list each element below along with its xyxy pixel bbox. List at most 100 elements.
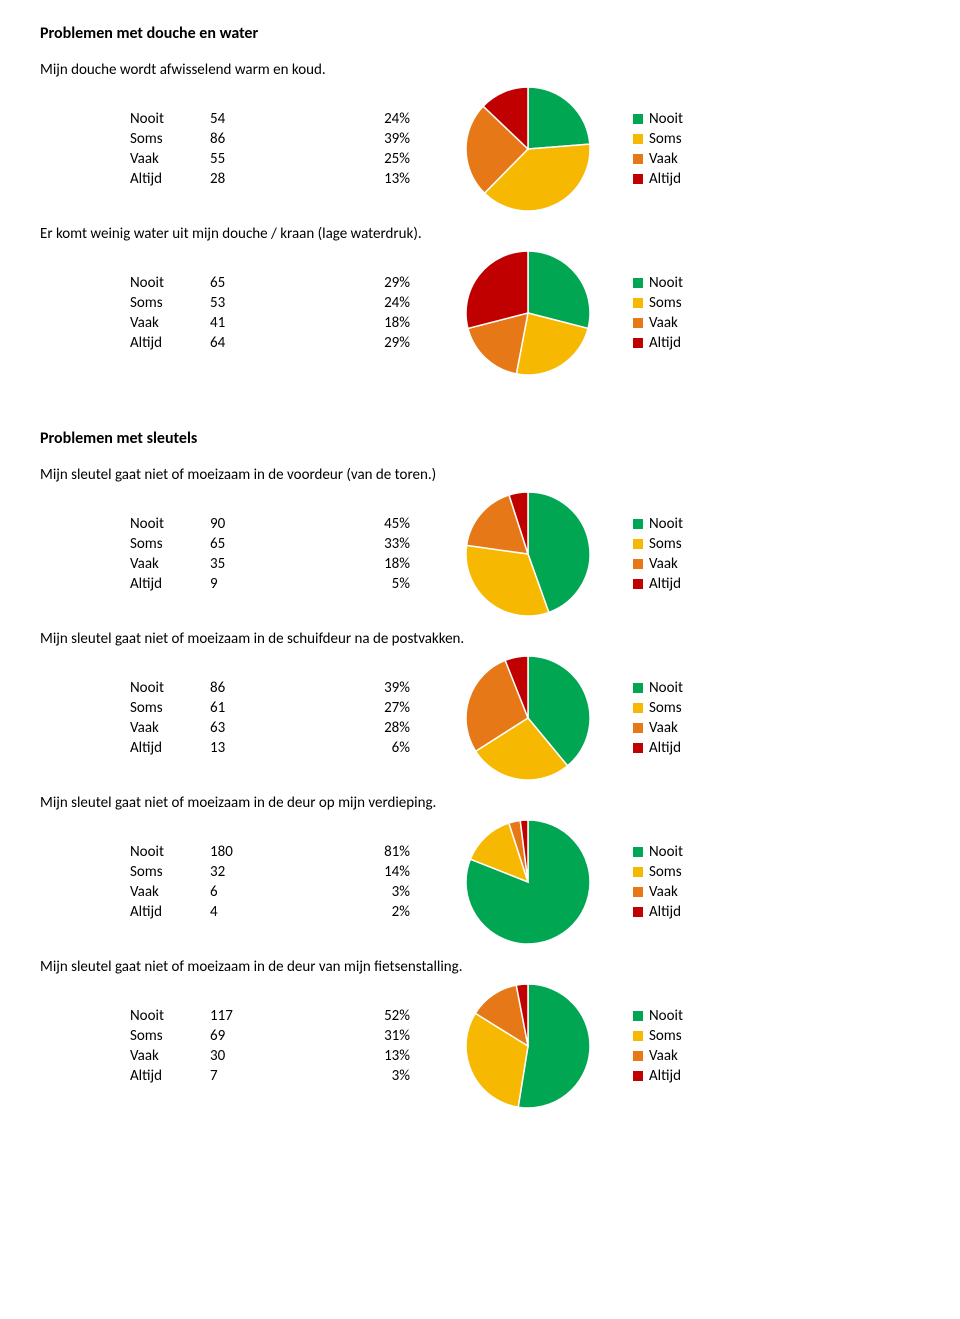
row-label: Nooit xyxy=(130,514,210,534)
question-text: Mijn sleutel gaat niet of moeizaam in de… xyxy=(40,794,920,812)
row-count: 69 xyxy=(210,1026,290,1046)
legend-label: Soms xyxy=(649,1027,682,1045)
question-text: Mijn sleutel gaat niet of moeizaam in de… xyxy=(40,466,920,484)
row-count: 4 xyxy=(210,902,290,922)
row-label: Altijd xyxy=(130,574,210,594)
legend-label: Nooit xyxy=(649,274,683,292)
row-percent: 25% xyxy=(290,149,450,169)
legend-item: Nooit xyxy=(633,515,683,533)
legend-label: Soms xyxy=(649,130,682,148)
table-row: Vaak3518% xyxy=(130,554,450,574)
table-row: Nooit9045% xyxy=(130,514,450,534)
row-count: 54 xyxy=(210,109,290,129)
question-text: Er komt weinig water uit mijn douche / k… xyxy=(40,225,920,243)
legend-swatch xyxy=(633,867,643,877)
row-count: 9 xyxy=(210,574,290,594)
row-label: Soms xyxy=(130,293,210,313)
table-row: Altijd136% xyxy=(130,738,450,758)
data-table: Nooit9045%Soms6533%Vaak3518%Altijd95% xyxy=(130,514,450,594)
table-row: Altijd2813% xyxy=(130,169,450,189)
legend-swatch xyxy=(633,519,643,529)
pie-slice xyxy=(528,87,590,149)
row-count: 180 xyxy=(210,842,290,862)
row-label: Vaak xyxy=(130,1046,210,1066)
legend-item: Nooit xyxy=(633,843,683,861)
legend: NooitSomsVaakAltijd xyxy=(633,108,683,190)
legend-item: Vaak xyxy=(633,555,683,573)
legend-item: Vaak xyxy=(633,1047,683,1065)
legend-item: Vaak xyxy=(633,719,683,737)
legend-item: Altijd xyxy=(633,334,683,352)
data-table: Nooit5424%Soms8639%Vaak5525%Altijd2813% xyxy=(130,109,450,189)
table-row: Vaak4118% xyxy=(130,313,450,333)
question-block: Nooit18081%Soms3214%Vaak63%Altijd42%Nooi… xyxy=(40,820,920,944)
legend-swatch xyxy=(633,1031,643,1041)
legend-swatch xyxy=(633,114,643,124)
legend-item: Soms xyxy=(633,863,683,881)
pie-wrap xyxy=(450,87,605,211)
table-row: Soms5324% xyxy=(130,293,450,313)
row-percent: 18% xyxy=(290,313,450,333)
row-count: 65 xyxy=(210,273,290,293)
legend-swatch xyxy=(633,154,643,164)
legend-label: Vaak xyxy=(649,719,678,737)
legend-label: Altijd xyxy=(649,1067,681,1085)
legend-swatch xyxy=(633,907,643,917)
legend: Nooit Soms Vaak Altijd xyxy=(633,841,683,923)
legend-label: Vaak xyxy=(649,150,678,168)
table-row: Soms6127% xyxy=(130,698,450,718)
legend-swatch xyxy=(633,1011,643,1021)
row-count: 32 xyxy=(210,862,290,882)
row-label: Soms xyxy=(130,129,210,149)
table-row: Nooit5424% xyxy=(130,109,450,129)
question-block: Nooit11752%Soms6931%Vaak3013%Altijd73%No… xyxy=(40,984,920,1108)
data-table: Nooit6529%Soms5324%Vaak4118%Altijd6429% xyxy=(130,273,450,353)
legend-label: Nooit xyxy=(649,1007,683,1025)
row-count: 61 xyxy=(210,698,290,718)
row-label: Vaak xyxy=(130,313,210,333)
pie-chart xyxy=(466,820,590,944)
legend-item: Soms xyxy=(633,535,683,553)
data-table: Nooit8639%Soms6127%Vaak6328%Altijd136% xyxy=(130,678,450,758)
legend-label: Soms xyxy=(649,863,682,881)
question-text: Mijn douche wordt afwisselend warm en ko… xyxy=(40,61,920,79)
legend: Nooit Soms Vaak Altijd xyxy=(633,513,683,595)
row-label: Altijd xyxy=(130,902,210,922)
row-percent: 24% xyxy=(290,109,450,129)
pie-wrap xyxy=(450,492,605,616)
legend: Nooit Soms Vaak Altijd xyxy=(633,1005,683,1087)
row-label: Vaak xyxy=(130,554,210,574)
legend-label: Nooit xyxy=(649,843,683,861)
pie-wrap xyxy=(450,656,605,780)
legend-label: Altijd xyxy=(649,170,681,188)
legend-item: Nooit xyxy=(633,679,683,697)
row-percent: 3% xyxy=(290,882,450,902)
legend-item: Altijd xyxy=(633,903,683,921)
legend-swatch xyxy=(633,134,643,144)
legend-label: Vaak xyxy=(649,883,678,901)
question-block: Nooit5424%Soms8639%Vaak5525%Altijd2813%N… xyxy=(40,87,920,211)
table-row: Nooit8639% xyxy=(130,678,450,698)
row-count: 6 xyxy=(210,882,290,902)
question-block: Nooit6529%Soms5324%Vaak4118%Altijd6429%N… xyxy=(40,251,920,375)
row-label: Soms xyxy=(130,1026,210,1046)
row-count: 63 xyxy=(210,718,290,738)
table-row: Nooit18081% xyxy=(130,842,450,862)
legend-label: Nooit xyxy=(649,679,683,697)
row-count: 86 xyxy=(210,678,290,698)
section-heading: Problemen met douche en water xyxy=(40,24,920,43)
row-label: Altijd xyxy=(130,1066,210,1086)
row-percent: 24% xyxy=(290,293,450,313)
legend-swatch xyxy=(633,559,643,569)
row-percent: 18% xyxy=(290,554,450,574)
legend: Nooit Soms Vaak Altijd xyxy=(633,677,683,759)
row-count: 28 xyxy=(210,169,290,189)
row-count: 30 xyxy=(210,1046,290,1066)
legend-item: Altijd xyxy=(633,739,683,757)
pie-wrap xyxy=(450,820,605,944)
legend-label: Altijd xyxy=(649,575,681,593)
table-row: Soms8639% xyxy=(130,129,450,149)
legend-label: Soms xyxy=(649,699,682,717)
legend-swatch xyxy=(633,318,643,328)
pie-wrap xyxy=(450,984,605,1108)
